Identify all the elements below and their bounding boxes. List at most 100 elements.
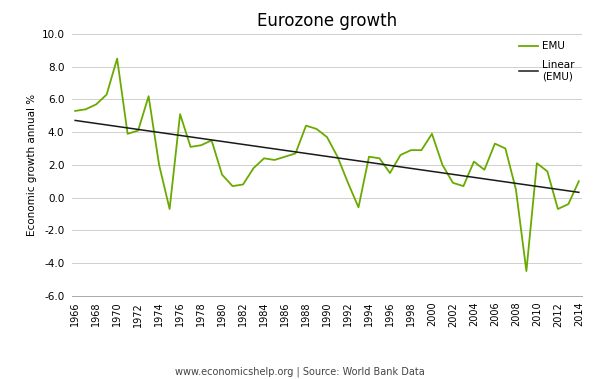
EMU — [397, 153, 404, 157]
EMU — [229, 184, 236, 188]
Linear
(EMU) — [544, 186, 551, 190]
EMU — [302, 124, 310, 128]
EMU — [407, 148, 415, 152]
Linear
(EMU) — [82, 120, 89, 124]
Linear
(EMU) — [145, 128, 152, 133]
Linear
(EMU) — [197, 136, 205, 141]
EMU — [575, 179, 583, 183]
EMU — [124, 132, 131, 136]
Linear
(EMU) — [124, 126, 131, 130]
EMU — [292, 151, 299, 156]
Linear
(EMU) — [481, 177, 488, 181]
Linear
(EMU) — [323, 154, 331, 159]
Linear
(EMU) — [533, 184, 541, 189]
Linear
(EMU) — [491, 178, 499, 183]
EMU — [82, 107, 89, 111]
EMU — [134, 128, 142, 133]
Linear
(EMU) — [166, 132, 173, 136]
EMU — [260, 156, 268, 161]
Legend: EMU, Linear
(EMU): EMU, Linear (EMU) — [515, 37, 579, 86]
Linear
(EMU) — [386, 163, 394, 168]
EMU — [512, 187, 520, 192]
Linear
(EMU) — [155, 130, 163, 135]
Linear
(EMU) — [512, 181, 520, 186]
Linear
(EMU) — [554, 187, 562, 192]
Y-axis label: Economic growth annual %: Economic growth annual % — [27, 94, 37, 236]
Linear
(EMU) — [103, 123, 110, 127]
Linear
(EMU) — [239, 142, 247, 147]
EMU — [155, 163, 163, 167]
EMU — [533, 161, 541, 166]
EMU — [92, 102, 100, 106]
EMU — [239, 182, 247, 187]
EMU — [197, 143, 205, 147]
Linear
(EMU) — [365, 160, 373, 164]
Linear
(EMU) — [187, 135, 194, 139]
Linear
(EMU) — [292, 150, 299, 154]
EMU — [502, 146, 509, 151]
EMU — [271, 158, 278, 162]
Line: Linear
(EMU): Linear (EMU) — [75, 121, 579, 193]
Text: www.economicshelp.org | Source: World Bank Data: www.economicshelp.org | Source: World Ba… — [175, 366, 425, 377]
EMU — [376, 156, 383, 161]
Line: EMU: EMU — [75, 59, 579, 271]
Linear
(EMU) — [565, 189, 572, 193]
Linear
(EMU) — [229, 141, 236, 145]
Linear
(EMU) — [313, 153, 320, 157]
Linear
(EMU) — [334, 156, 341, 160]
EMU — [323, 135, 331, 139]
EMU — [218, 172, 226, 177]
Linear
(EMU) — [208, 138, 215, 142]
Linear
(EMU) — [260, 145, 268, 150]
EMU — [428, 132, 436, 136]
Linear
(EMU) — [113, 124, 121, 129]
Linear
(EMU) — [355, 159, 362, 163]
EMU — [145, 94, 152, 99]
EMU — [544, 169, 551, 174]
Linear
(EMU) — [344, 157, 352, 162]
EMU — [113, 56, 121, 61]
EMU — [481, 168, 488, 172]
EMU — [250, 166, 257, 171]
Linear
(EMU) — [302, 151, 310, 156]
EMU — [344, 180, 352, 185]
EMU — [460, 184, 467, 188]
EMU — [103, 92, 110, 97]
Linear
(EMU) — [418, 168, 425, 172]
Linear
(EMU) — [218, 139, 226, 144]
EMU — [71, 109, 79, 113]
EMU — [176, 112, 184, 116]
EMU — [470, 159, 478, 164]
EMU — [334, 154, 341, 159]
EMU — [418, 148, 425, 152]
Linear
(EMU) — [428, 169, 436, 174]
Linear
(EMU) — [92, 121, 100, 126]
Linear
(EMU) — [250, 144, 257, 148]
EMU — [313, 127, 320, 131]
Linear
(EMU) — [439, 171, 446, 175]
Linear
(EMU) — [134, 127, 142, 132]
Linear
(EMU) — [376, 161, 383, 166]
Linear
(EMU) — [71, 118, 79, 123]
Linear
(EMU) — [176, 133, 184, 138]
EMU — [365, 154, 373, 159]
EMU — [166, 207, 173, 211]
Linear
(EMU) — [523, 183, 530, 187]
EMU — [386, 171, 394, 175]
EMU — [491, 141, 499, 146]
EMU — [208, 138, 215, 143]
EMU — [355, 205, 362, 210]
Linear
(EMU) — [470, 175, 478, 180]
Linear
(EMU) — [460, 174, 467, 178]
Linear
(EMU) — [575, 190, 583, 195]
EMU — [187, 145, 194, 149]
Linear
(EMU) — [271, 147, 278, 151]
Linear
(EMU) — [449, 172, 457, 177]
Linear
(EMU) — [502, 180, 509, 184]
EMU — [449, 180, 457, 185]
EMU — [523, 269, 530, 273]
EMU — [565, 202, 572, 206]
EMU — [281, 154, 289, 159]
Title: Eurozone growth: Eurozone growth — [257, 12, 397, 30]
Linear
(EMU) — [397, 164, 404, 169]
